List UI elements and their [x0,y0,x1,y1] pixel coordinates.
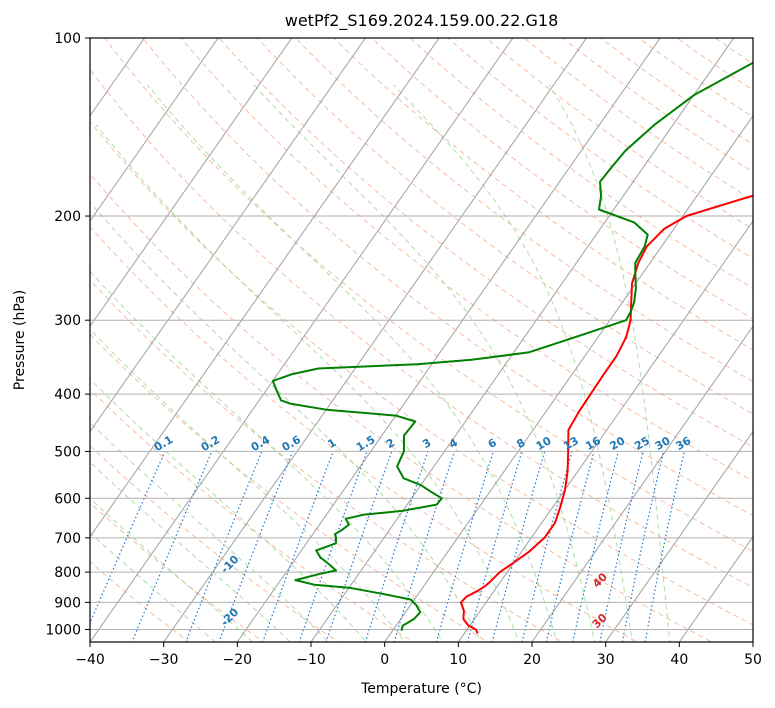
moist-adiabat-line [90,497,254,642]
x-tick-label: 0 [380,652,389,668]
dry-adiabat-line [103,38,753,552]
x-tick-label: 40 [670,652,688,668]
y-axis-ticks: 1000 900 800 700 600 500 400 300 200 100 [45,31,90,638]
x-tick-label: −40 [75,652,105,668]
moist-adiabat-line [90,328,406,642]
isotherm-line [457,220,753,642]
y-tick-label: 700 [54,531,81,547]
x-tick-label: 10 [449,652,467,668]
dry-adiabat-line [90,120,753,626]
plot-frame [89,37,754,643]
y-tick-label: 600 [54,491,81,507]
moist-adiabat-line [90,270,444,642]
moist-adiabat-line [392,84,633,642]
x-tick-label: −20 [223,652,253,668]
y-tick-label: 800 [54,565,81,581]
isotherm-line [90,38,293,328]
isotherm-line [310,38,735,642]
y-tick-label: 500 [54,444,81,460]
x-tick-label: 50 [744,652,762,668]
dry-adiabat-line [90,69,753,589]
y-tick-label: 200 [54,209,81,225]
x-tick-label: 20 [523,652,541,668]
dry-adiabat-line [294,38,753,383]
profile-series-line [460,194,753,634]
dry-adiabat-line [90,279,564,642]
y-tick-label: 1000 [45,622,81,638]
isotherm-line [605,430,753,642]
isotherm-line [90,38,514,642]
pressure-grid [90,38,753,630]
moist-adiabat-line [90,378,367,642]
dry-adiabat-line [90,333,489,642]
x-tick-label: 30 [597,652,615,668]
chart-title: wetPf2_S169.2024.159.00.22.G18 [285,11,559,31]
y-tick-label: 400 [54,387,81,403]
moist-adiabat-line [90,201,482,642]
isotherm-line [90,38,219,222]
isotherm-line [236,38,661,642]
isotherm-line [678,535,753,642]
y-axis-label: Pressure (hPa) [12,290,28,390]
x-axis-ticks: −40 −30 −20 −10 0 10 20 30 40 50 [75,642,762,668]
dry-adiabat-line [218,38,753,448]
y-tick-label: 300 [54,313,81,329]
dry-adiabat-line [90,502,265,642]
isotherm-line [531,325,753,642]
moist-adiabat-line [146,84,558,642]
x-tick-label: −10 [296,652,326,668]
isotherm-line [90,38,367,433]
x-tick-label: −30 [149,652,179,668]
dry-adiabat-line [90,225,639,642]
dry-adiabat-line [90,173,713,642]
moist-adiabat-line [90,421,329,642]
moist-adiabat-line [548,84,671,642]
dry-adiabat-line [142,38,753,517]
dry-adiabat-line [370,38,753,320]
moist-adiabat-line [253,84,596,642]
isotherm-line [384,114,753,642]
x-axis-label: Temperature (°C) [360,681,482,697]
isotherm-line [163,38,588,642]
profile-lines [271,61,753,634]
y-tick-label: 100 [54,31,81,47]
isotherm-line [90,38,440,538]
dry-adiabat-line [90,444,340,642]
profile-series-line [271,61,753,631]
moist-adiabat-line [90,461,292,642]
y-tick-label: 900 [54,595,81,611]
dry-adiabat-line [90,388,414,642]
